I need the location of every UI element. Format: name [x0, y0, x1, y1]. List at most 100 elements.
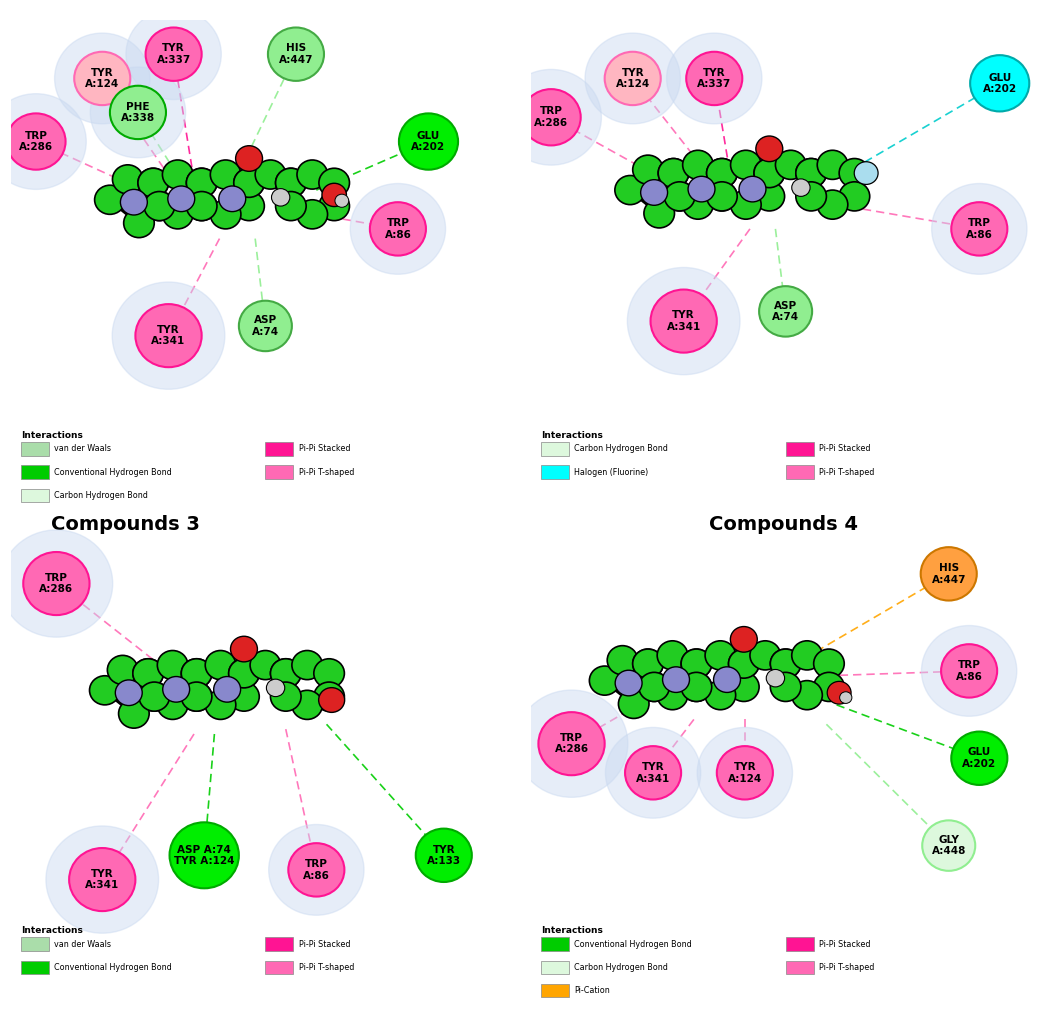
Circle shape	[163, 676, 189, 703]
Circle shape	[827, 681, 851, 704]
Circle shape	[951, 732, 1007, 785]
FancyBboxPatch shape	[541, 937, 569, 951]
Circle shape	[658, 159, 688, 188]
Text: Pi-Pi Stacked: Pi-Pi Stacked	[819, 444, 870, 453]
Circle shape	[854, 162, 878, 184]
Circle shape	[714, 667, 741, 693]
FancyBboxPatch shape	[541, 442, 569, 456]
Text: TRP
A:86: TRP A:86	[966, 218, 993, 240]
Circle shape	[705, 680, 736, 710]
Circle shape	[275, 168, 306, 197]
Circle shape	[233, 191, 265, 220]
Circle shape	[126, 9, 222, 99]
Text: TRP
A:86: TRP A:86	[303, 859, 330, 881]
FancyBboxPatch shape	[541, 984, 569, 998]
Circle shape	[233, 168, 265, 197]
Circle shape	[318, 687, 345, 713]
Circle shape	[921, 547, 976, 601]
Circle shape	[681, 649, 712, 678]
Circle shape	[350, 184, 446, 274]
Circle shape	[230, 636, 257, 662]
Text: Interactions: Interactions	[21, 431, 83, 440]
Text: GLU
A:202: GLU A:202	[411, 130, 446, 153]
Circle shape	[275, 168, 306, 197]
Circle shape	[186, 168, 217, 197]
Circle shape	[144, 191, 174, 220]
Circle shape	[627, 268, 740, 375]
Text: Carbon Hydrogen Bond: Carbon Hydrogen Bond	[574, 444, 668, 453]
Circle shape	[314, 659, 345, 687]
Circle shape	[399, 113, 458, 170]
Circle shape	[205, 650, 235, 679]
Text: TYR
A:124: TYR A:124	[85, 68, 120, 89]
FancyBboxPatch shape	[21, 960, 48, 975]
Circle shape	[791, 641, 822, 670]
Circle shape	[697, 728, 792, 818]
Text: Pi-Cation: Pi-Cation	[574, 986, 610, 995]
Circle shape	[615, 176, 645, 204]
Text: TRP
A:286: TRP A:286	[534, 106, 569, 128]
Circle shape	[139, 682, 169, 711]
Text: TYR
A:124: TYR A:124	[727, 762, 762, 784]
Circle shape	[683, 151, 714, 179]
Circle shape	[756, 136, 783, 162]
FancyBboxPatch shape	[785, 937, 813, 951]
Circle shape	[818, 151, 848, 179]
Circle shape	[144, 191, 174, 220]
Circle shape	[796, 159, 826, 188]
Circle shape	[730, 190, 761, 219]
Text: van der Waals: van der Waals	[54, 939, 110, 948]
Circle shape	[683, 190, 714, 219]
Text: TYR
A:337: TYR A:337	[157, 43, 190, 65]
Circle shape	[754, 159, 785, 188]
Circle shape	[730, 627, 758, 652]
Circle shape	[163, 160, 193, 189]
Circle shape	[681, 649, 712, 678]
Circle shape	[169, 822, 239, 889]
Circle shape	[728, 672, 759, 702]
Text: TRP
A:86: TRP A:86	[385, 218, 411, 240]
FancyBboxPatch shape	[21, 937, 48, 951]
Circle shape	[941, 644, 997, 698]
Circle shape	[662, 667, 689, 693]
Circle shape	[266, 679, 285, 697]
Text: Conventional Hydrogen Bond: Conventional Hydrogen Bond	[54, 962, 171, 972]
Circle shape	[186, 191, 217, 220]
Circle shape	[124, 208, 154, 238]
Circle shape	[229, 682, 260, 711]
Circle shape	[813, 672, 844, 702]
FancyBboxPatch shape	[265, 465, 293, 479]
Circle shape	[538, 712, 604, 775]
Circle shape	[370, 202, 426, 256]
Circle shape	[69, 848, 136, 911]
Circle shape	[706, 182, 737, 211]
Text: Pi-Pi T-shaped: Pi-Pi T-shaped	[819, 962, 874, 972]
Circle shape	[46, 826, 159, 933]
Circle shape	[297, 160, 328, 189]
Circle shape	[759, 286, 812, 337]
Text: Interactions: Interactions	[21, 926, 83, 935]
Circle shape	[770, 672, 801, 702]
FancyBboxPatch shape	[265, 937, 293, 951]
Text: TYR
A:124: TYR A:124	[616, 68, 650, 89]
Circle shape	[107, 655, 138, 684]
Text: Pi-Pi T-shaped: Pi-Pi T-shaped	[298, 467, 354, 476]
Circle shape	[633, 155, 663, 184]
Circle shape	[112, 165, 143, 194]
Text: TYR
A:133: TYR A:133	[427, 844, 460, 866]
Circle shape	[288, 843, 345, 897]
Circle shape	[644, 199, 675, 227]
Circle shape	[110, 86, 166, 140]
Circle shape	[705, 641, 736, 670]
Circle shape	[239, 300, 292, 351]
Circle shape	[618, 690, 650, 719]
Circle shape	[639, 672, 669, 702]
Circle shape	[75, 52, 130, 105]
Circle shape	[501, 70, 601, 165]
Circle shape	[706, 159, 737, 188]
FancyBboxPatch shape	[21, 465, 48, 479]
Circle shape	[521, 89, 581, 146]
Circle shape	[181, 659, 212, 687]
Circle shape	[0, 94, 86, 189]
FancyBboxPatch shape	[21, 442, 48, 456]
